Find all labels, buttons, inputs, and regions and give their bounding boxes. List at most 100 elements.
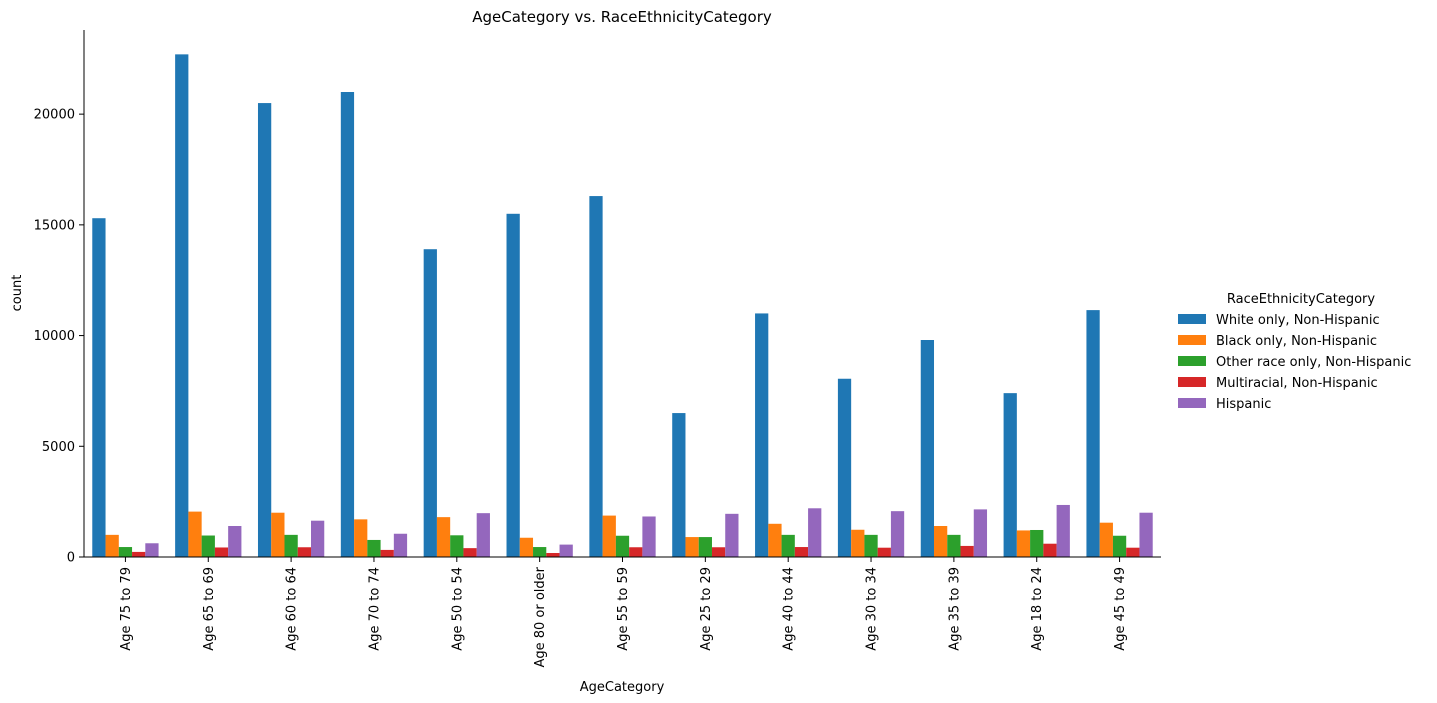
x-tick-label-4: Age 50 to 54 bbox=[450, 567, 465, 651]
bar-2-1 bbox=[201, 535, 215, 557]
bar-3-5 bbox=[546, 553, 560, 557]
bar-3-0 bbox=[132, 551, 146, 557]
x-tick-label-3: Age 70 to 74 bbox=[367, 567, 382, 651]
bar-1-0 bbox=[105, 534, 119, 557]
bar-2-12 bbox=[1112, 535, 1127, 557]
bar-3-4 bbox=[463, 548, 477, 557]
legend-swatch-4 bbox=[1178, 398, 1206, 408]
bar-1-8 bbox=[768, 523, 782, 557]
legend-label-2: Other race only, Non-Hispanic bbox=[1216, 355, 1411, 370]
legend-label-1: Black only, Non-Hispanic bbox=[1216, 334, 1377, 349]
y-tick-label-2: 10000 bbox=[34, 329, 75, 344]
bar-4-0 bbox=[145, 543, 159, 557]
bar-2-10 bbox=[947, 534, 961, 557]
x-tick-label-8: Age 40 to 44 bbox=[782, 567, 797, 651]
bar-0-5 bbox=[506, 213, 520, 558]
x-ticks: Age 75 to 79 Age 65 to 69 Age 60 to 64 Age … bbox=[119, 557, 1128, 668]
bar-2-2 bbox=[284, 534, 298, 557]
y-tick-label-1: 5000 bbox=[42, 440, 75, 455]
bar-1-2 bbox=[271, 512, 285, 557]
bar-4-5 bbox=[559, 544, 573, 557]
bar-0-1 bbox=[175, 54, 189, 558]
legend-title: RaceEthnicityCategory bbox=[1227, 292, 1375, 307]
bar-0-3 bbox=[340, 92, 355, 557]
bar-0-8 bbox=[755, 313, 769, 557]
bar-4-6 bbox=[642, 516, 656, 557]
legend-swatch-3 bbox=[1178, 377, 1206, 387]
y-tick-label-3: 15000 bbox=[34, 218, 75, 233]
bar-2-3 bbox=[367, 539, 381, 557]
legend-label-3: Multiracial, Non-Hispanic bbox=[1216, 376, 1378, 391]
bar-3-11 bbox=[1043, 543, 1057, 557]
x-tick-label-0: Age 75 to 79 bbox=[119, 567, 134, 651]
legend-label-4: Hispanic bbox=[1216, 397, 1271, 412]
bar-2-7 bbox=[698, 537, 712, 557]
bar-4-9 bbox=[890, 511, 905, 557]
bar-3-8 bbox=[794, 547, 809, 557]
bar-2-0 bbox=[118, 547, 133, 557]
bar-1-3 bbox=[354, 519, 368, 557]
chart-title: AgeCategory vs. RaceEthnicityCategory bbox=[472, 8, 772, 26]
y-ticks: 0 5000 10000 15000 20000 bbox=[34, 108, 84, 566]
bar-0-0 bbox=[92, 218, 106, 557]
bar-0-11 bbox=[1003, 393, 1017, 557]
bar-4-2 bbox=[311, 520, 325, 557]
x-tick-label-7: Age 25 to 29 bbox=[699, 567, 714, 651]
bar-1-9 bbox=[851, 529, 865, 557]
bar-2-11 bbox=[1030, 529, 1044, 557]
bar-4-8 bbox=[808, 508, 822, 557]
bar-3-2 bbox=[297, 547, 311, 557]
x-tick-label-9: Age 30 to 34 bbox=[865, 567, 880, 651]
x-tick-label-11: Age 18 to 24 bbox=[1030, 567, 1045, 651]
bar-1-12 bbox=[1099, 522, 1113, 557]
bar-4-10 bbox=[973, 509, 988, 557]
bar-3-1 bbox=[214, 547, 229, 557]
bar-0-2 bbox=[257, 103, 272, 557]
x-tick-label-12: Age 45 to 49 bbox=[1113, 567, 1128, 651]
bar-0-7 bbox=[672, 413, 686, 557]
bar-1-11 bbox=[1016, 530, 1031, 557]
x-tick-label-1: Age 65 to 69 bbox=[202, 567, 217, 651]
bar-2-4 bbox=[450, 535, 464, 557]
bar-3-6 bbox=[629, 547, 643, 557]
bar-0-10 bbox=[920, 340, 935, 557]
bar-3-12 bbox=[1126, 547, 1140, 557]
bars-group bbox=[92, 54, 1153, 558]
bar-4-11 bbox=[1056, 504, 1070, 557]
legend-swatch-2 bbox=[1178, 356, 1206, 366]
bar-2-9 bbox=[864, 534, 878, 557]
x-tick-label-6: Age 55 to 59 bbox=[616, 567, 631, 651]
bar-2-5 bbox=[533, 547, 547, 557]
bar-1-10 bbox=[934, 526, 948, 557]
bar-2-8 bbox=[781, 534, 795, 557]
bar-4-12 bbox=[1139, 512, 1153, 557]
bar-0-6 bbox=[589, 196, 603, 557]
bar-1-6 bbox=[602, 515, 616, 557]
axes-group bbox=[83, 30, 1161, 558]
bar-0-4 bbox=[423, 249, 437, 557]
bar-3-9 bbox=[877, 547, 891, 557]
bar-0-12 bbox=[1086, 310, 1100, 557]
bar-1-5 bbox=[519, 537, 534, 557]
legend-swatch-0 bbox=[1178, 314, 1206, 324]
x-tick-label-2: Age 60 to 64 bbox=[285, 567, 300, 651]
bar-0-9 bbox=[837, 378, 852, 557]
x-axis-title: AgeCategory bbox=[580, 680, 665, 695]
bar-3-3 bbox=[380, 549, 394, 557]
legend-label-0: White only, Non-Hispanic bbox=[1216, 313, 1380, 328]
bar-3-7 bbox=[711, 547, 726, 557]
legend-swatch-1 bbox=[1178, 335, 1206, 345]
bar-4-3 bbox=[393, 533, 408, 557]
bar-4-4 bbox=[476, 513, 490, 557]
bar-3-10 bbox=[960, 545, 974, 557]
bar-4-1 bbox=[228, 526, 242, 557]
y-tick-label-4: 20000 bbox=[34, 108, 75, 123]
bar-1-1 bbox=[188, 511, 202, 557]
x-tick-label-10: Age 35 to 39 bbox=[947, 567, 962, 651]
legend: RaceEthnicityCategory White only, Non-Hi… bbox=[1178, 292, 1411, 412]
bar-4-7 bbox=[725, 513, 739, 557]
x-tick-label-5: Age 80 or older bbox=[533, 566, 548, 667]
bar-2-6 bbox=[615, 535, 630, 557]
bar-1-4 bbox=[436, 517, 451, 557]
